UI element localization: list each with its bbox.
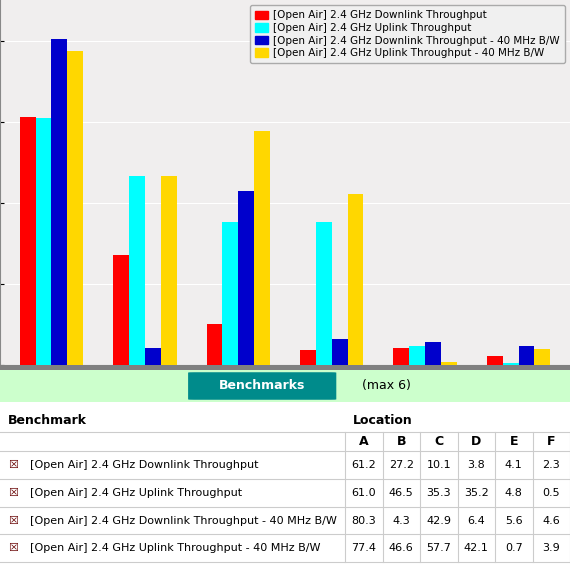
Bar	[519, 346, 535, 365]
Text: C: C	[434, 435, 443, 448]
Text: (max 6): (max 6)	[362, 379, 411, 392]
Bar	[332, 339, 348, 365]
Text: 3.8: 3.8	[467, 460, 485, 470]
Bar	[161, 176, 177, 365]
Text: [Open Air] 2.4 GHz Downlink Throughput: [Open Air] 2.4 GHz Downlink Throughput	[30, 460, 259, 470]
Bar	[425, 342, 441, 365]
Text: 80.3: 80.3	[351, 516, 376, 526]
Text: 2.3: 2.3	[543, 460, 560, 470]
Text: 42.9: 42.9	[426, 516, 451, 526]
Bar	[35, 118, 51, 365]
Text: B: B	[397, 435, 406, 448]
Bar	[254, 131, 270, 365]
Text: ☒: ☒	[8, 516, 18, 526]
Bar	[316, 223, 332, 365]
Text: 0.7: 0.7	[505, 543, 523, 553]
Text: 35.3: 35.3	[426, 488, 451, 498]
X-axis label: Location: Location	[249, 386, 321, 402]
Text: 4.6: 4.6	[543, 516, 560, 526]
Text: 61.0: 61.0	[352, 488, 376, 498]
Text: 57.7: 57.7	[426, 543, 451, 553]
FancyBboxPatch shape	[188, 372, 336, 400]
Text: [Open Air] 2.4 GHz Uplink Throughput - 40 MHz B/W: [Open Air] 2.4 GHz Uplink Throughput - 4…	[30, 543, 320, 553]
Text: Benchmarks: Benchmarks	[219, 379, 306, 392]
Text: 0.5: 0.5	[543, 488, 560, 498]
Text: 77.4: 77.4	[351, 543, 376, 553]
Text: [Open Air] 2.4 GHz Downlink Throughput - 40 MHz B/W: [Open Air] 2.4 GHz Downlink Throughput -…	[30, 516, 337, 526]
Text: ☒: ☒	[8, 460, 18, 470]
Bar	[67, 51, 83, 365]
Text: 6.4: 6.4	[467, 516, 485, 526]
Text: 61.2: 61.2	[351, 460, 376, 470]
Bar	[300, 350, 316, 365]
Text: A: A	[359, 435, 369, 448]
Bar	[51, 39, 67, 365]
Text: 27.2: 27.2	[389, 460, 414, 470]
Bar	[535, 349, 551, 365]
Bar	[487, 356, 503, 365]
Text: 46.6: 46.6	[389, 543, 414, 553]
Text: [Open Air] 2.4 GHz Uplink Throughput: [Open Air] 2.4 GHz Uplink Throughput	[30, 488, 242, 498]
Bar	[19, 117, 35, 365]
Text: 35.2: 35.2	[464, 488, 488, 498]
Bar	[393, 348, 409, 365]
Text: 5.6: 5.6	[505, 516, 523, 526]
Text: Benchmark: Benchmark	[8, 414, 87, 427]
Text: 3.9: 3.9	[543, 543, 560, 553]
Legend: [Open Air] 2.4 GHz Downlink Throughput, [Open Air] 2.4 GHz Uplink Throughput, [O: [Open Air] 2.4 GHz Downlink Throughput, …	[250, 5, 565, 63]
Text: 4.1: 4.1	[505, 460, 523, 470]
Bar	[206, 324, 222, 365]
Text: 4.8: 4.8	[505, 488, 523, 498]
Text: Location: Location	[353, 414, 413, 427]
Bar	[113, 255, 129, 365]
Bar	[129, 177, 145, 365]
Text: ☒: ☒	[8, 488, 18, 498]
Bar	[222, 222, 238, 365]
Bar	[409, 346, 425, 365]
Text: 42.1: 42.1	[464, 543, 488, 553]
Text: 46.5: 46.5	[389, 488, 414, 498]
Bar	[348, 194, 364, 365]
Bar	[441, 362, 457, 365]
Text: 4.3: 4.3	[392, 516, 410, 526]
Bar	[238, 191, 254, 365]
Bar	[503, 363, 519, 365]
Text: ☒: ☒	[8, 543, 18, 553]
Text: F: F	[547, 435, 556, 448]
Bar	[145, 347, 161, 365]
Text: 10.1: 10.1	[426, 460, 451, 470]
Text: E: E	[510, 435, 518, 448]
Text: D: D	[471, 435, 482, 448]
